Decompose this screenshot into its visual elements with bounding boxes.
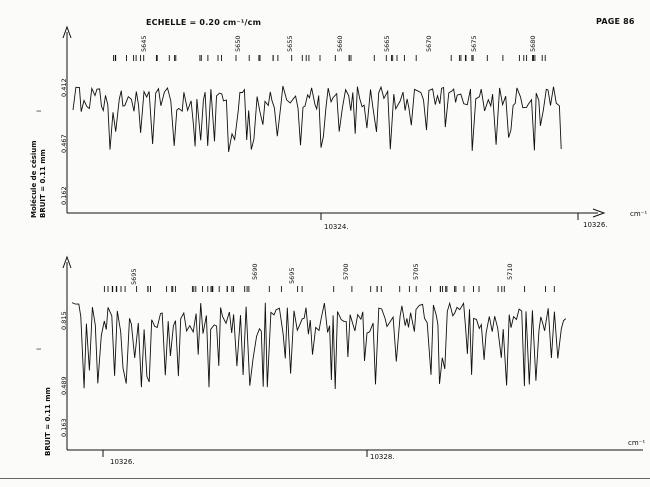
line-number-bottom-3: 5695 xyxy=(288,267,296,284)
line-number-top-6: 5670 xyxy=(425,35,433,52)
line-marker-ticks-top xyxy=(113,55,546,61)
x-unit-bottom: cm⁻¹ xyxy=(628,439,645,447)
y-tick-label-top-1: 0.412 xyxy=(60,78,68,97)
line-number-bottom-1: 5695 xyxy=(130,268,138,285)
scale-label: ECHELLE = 0.20 cm⁻¹/cm xyxy=(146,18,262,27)
line-number-top-7: 5675 xyxy=(470,35,478,52)
line-number-bottom-6: 5710 xyxy=(506,263,514,280)
x-tick-label-top-2: 10326. xyxy=(583,221,608,229)
spectrum-trace-top xyxy=(72,85,562,152)
line-number-top-2: 5650 xyxy=(234,35,242,52)
y-tick-label-top-3: 0.162 xyxy=(60,186,68,205)
y-tick-label-top-2: 0.467 xyxy=(60,134,68,153)
x-tick-label-bottom-1: 10326. xyxy=(110,458,135,466)
line-number-top-5: 5665 xyxy=(383,35,391,52)
y-axis-arrow-bottom xyxy=(62,255,72,269)
page-number: PAGE 86 xyxy=(596,17,635,26)
y-tick-label-bottom-3: 0.163 xyxy=(60,418,68,437)
spectrum-trace-bottom xyxy=(71,301,567,390)
line-number-top-8: 5680 xyxy=(529,35,537,52)
page-bottom-rule xyxy=(0,478,650,479)
y-tick-label-bottom-1: 0.815 xyxy=(60,311,68,330)
line-marker-ticks-bottom xyxy=(103,286,555,292)
line-number-bottom-2: 5690 xyxy=(251,263,259,280)
y-axis-arrow-top xyxy=(62,25,72,39)
y-symbol-top: I xyxy=(35,110,43,112)
line-number-top-3: 5655 xyxy=(286,35,294,52)
line-number-bottom-4: 5700 xyxy=(342,263,350,280)
x-axis-arrow-top xyxy=(592,208,606,218)
x-tick-label-top-1: 10324. xyxy=(324,223,349,231)
panel-top: 10324. 10326. cm⁻¹ 0.412 0.467 0.162 I 5… xyxy=(35,25,647,231)
panel-bottom: 10326. 10328. cm⁻¹ 0.815 0.489 0.163 I 5… xyxy=(35,255,645,466)
x-unit-top: cm⁻¹ xyxy=(630,210,647,218)
x-tick-label-bottom-2: 10328. xyxy=(370,453,395,461)
line-number-labels-top: 5645 5650 5655 5660 5665 5670 5675 5680 xyxy=(140,35,537,52)
line-number-top-4: 5660 xyxy=(336,35,344,52)
y-tick-label-bottom-2: 0.489 xyxy=(60,376,68,395)
line-number-bottom-5: 5705 xyxy=(412,263,420,280)
line-number-top-1: 5645 xyxy=(140,35,148,52)
y-symbol-bottom: I xyxy=(35,348,43,350)
line-number-labels-bottom: 5695 5690 5695 5700 5705 5710 xyxy=(130,263,514,285)
